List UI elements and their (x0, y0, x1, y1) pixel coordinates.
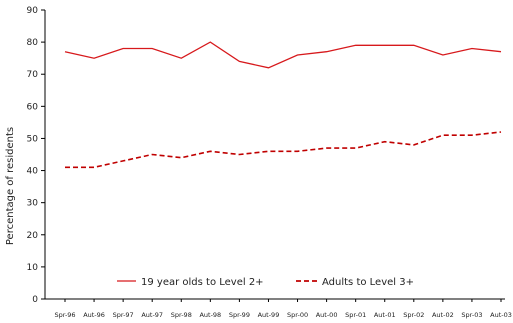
x-tick-label: Aut-97 (141, 311, 163, 319)
series-line-2 (65, 131, 502, 169)
x-tick-label: Aut-02 (432, 311, 454, 319)
x-tick-label: Spr-00 (287, 311, 308, 319)
legend-label-1: 19 year olds to Level 2+ (141, 277, 264, 288)
x-tick-label: Spr-96 (54, 311, 75, 319)
y-tick-label: 50 (27, 134, 39, 144)
chart-axes (41, 9, 505, 302)
y-axis-label: Percentage of residents (5, 127, 16, 245)
x-tick-label: Aut-03 (490, 311, 512, 319)
x-tick-label: Aut-00 (316, 311, 338, 319)
x-tick-label: Spr-01 (345, 311, 366, 319)
x-tick-label: Spr-03 (461, 311, 482, 319)
y-tick-label: 10 (27, 263, 39, 273)
series-line-1 (64, 41, 502, 69)
x-tick-label: Spr-98 (171, 311, 192, 319)
y-tick-label: 90 (27, 6, 39, 16)
x-tick-label: Aut-98 (199, 311, 221, 319)
legend: 19 year olds to Level 2+ Adults to Level … (117, 277, 414, 288)
x-tick-labels: Spr-96 Aut-96 Spr-97 Aut-97 Spr-98 Aut-98 Spr-… (54, 311, 511, 319)
y-tick-label: 0 (32, 295, 38, 305)
x-tick-label: Aut-96 (83, 311, 105, 319)
y-tick-label: 70 (27, 70, 39, 80)
legend-label-2: Adults to Level 3+ (322, 277, 414, 288)
y-tick-labels: 0 10 20 30 40 50 60 70 80 90 (27, 6, 39, 305)
y-tick-label: 40 (27, 167, 39, 177)
x-tick-label: Spr-02 (403, 311, 424, 319)
series-lines (64, 41, 502, 169)
x-tick-label: Spr-97 (113, 311, 134, 319)
y-tick-label: 30 (27, 199, 39, 209)
x-tick-label: Aut-01 (374, 311, 396, 319)
y-tick-label: 20 (27, 231, 39, 241)
y-tick-label: 60 (27, 102, 39, 112)
x-tick-label: Aut-99 (258, 311, 280, 319)
x-tick-label: Spr-99 (229, 311, 250, 319)
y-tick-label: 80 (27, 38, 39, 48)
